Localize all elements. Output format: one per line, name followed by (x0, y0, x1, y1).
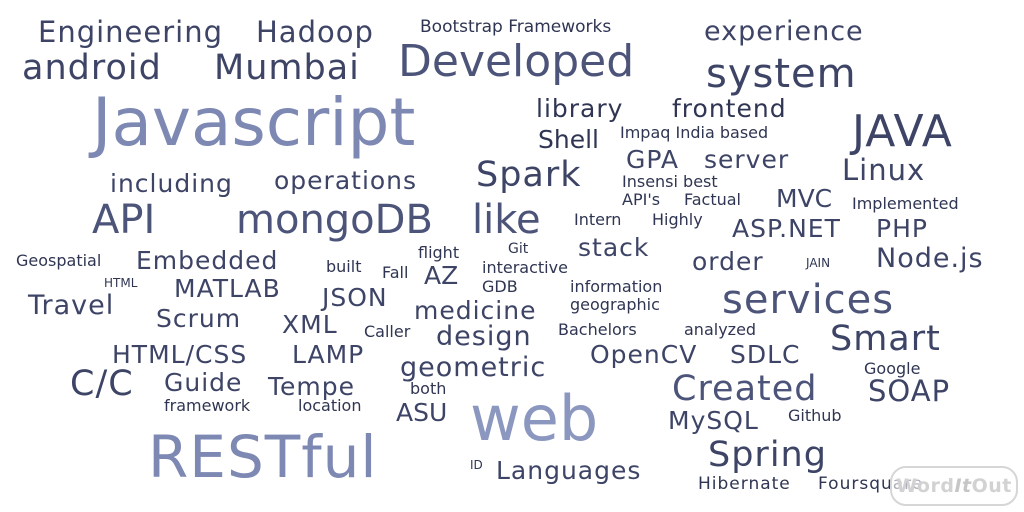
word-lamp: LAMP (292, 340, 365, 369)
word-languages: Languages (496, 456, 642, 485)
word-id: ID (470, 458, 483, 472)
word-experience: experience (704, 16, 864, 47)
word-interactive: interactive (482, 258, 568, 277)
word-flight: flight (418, 243, 460, 262)
word-both: both (410, 379, 447, 398)
word-java: JAVA (852, 106, 953, 157)
word-hadoop: Hadoop (256, 15, 374, 49)
word-xml: XML (282, 310, 338, 339)
word-html-css: HTML/CSS (112, 340, 248, 369)
badge-text-word: Word (896, 475, 955, 497)
word-design: design (436, 321, 532, 352)
word-gpa: GPA (626, 145, 679, 174)
word-google: Google (864, 359, 921, 378)
word-created: Created (672, 369, 818, 409)
word-api: API (92, 197, 156, 243)
word-bootstrap-frameworks: Bootstrap Frameworks (420, 17, 612, 37)
word-like: like (472, 197, 541, 243)
word-soap: SOAP (868, 374, 951, 408)
word-smart: Smart (830, 319, 941, 359)
badge-text-it: It (954, 475, 972, 497)
word-operations: operations (274, 166, 418, 195)
word-fall: Fall (382, 263, 409, 282)
word-nodejs: Node.js (876, 243, 984, 274)
word-apis: API's (622, 190, 661, 209)
word-az: AZ (424, 261, 459, 290)
word-intern: Intern (574, 210, 622, 229)
word-bachelors: Bachelors (558, 320, 637, 339)
word-linux: Linux (842, 153, 926, 187)
word-matlab: MATLAB (174, 274, 281, 303)
word-mongodb: mongoDB (236, 197, 433, 243)
word-git: Git (508, 241, 529, 257)
word-geographic: geographic (570, 295, 660, 314)
word-engineering: Engineering (38, 15, 223, 49)
word-restful: RESTful (148, 423, 378, 491)
word-embedded: Embedded (136, 246, 279, 275)
word-web: web (470, 382, 599, 455)
word-services: services (722, 277, 895, 323)
word-location: location (298, 396, 362, 415)
word-opencv: OpenCV (590, 340, 698, 369)
word-factual: Factual (684, 190, 741, 209)
word-stack: stack (578, 233, 650, 262)
word-implemented: Implemented (852, 194, 959, 213)
word-highly: Highly (652, 210, 703, 229)
wordcloud-watermark-badge: Word It Out (890, 466, 1018, 506)
word-php: PHP (876, 214, 928, 243)
word-spring: Spring (708, 435, 827, 475)
word-hibernate: Hibernate (698, 474, 791, 494)
word-system: system (706, 51, 857, 97)
word-javascript: Javascript (92, 84, 416, 161)
word-including: including (110, 169, 233, 198)
word-github: Github (788, 406, 842, 425)
word-server: server (704, 145, 790, 174)
word-impaq-india-based: Impaq India based (620, 123, 769, 142)
word-asu: ASU (396, 398, 448, 427)
word-information: information (570, 277, 663, 296)
word-html: HTML (104, 276, 138, 290)
word-library: library (536, 94, 624, 123)
word-scrum: Scrum (156, 304, 242, 333)
word-sdlc: SDLC (730, 340, 801, 369)
word-jain: JAIN (806, 256, 831, 270)
word-shell: Shell (538, 125, 599, 154)
word-built: built (326, 257, 362, 276)
word-insensi-best: Insensi best (622, 172, 718, 191)
word-guide: Guide (164, 368, 243, 397)
word-android: android (22, 48, 162, 88)
word-mumbai: Mumbai (214, 48, 360, 88)
word-asp-net: ASP.NET (732, 214, 841, 243)
word-c-c: C/C (70, 364, 134, 404)
word-json: JSON (322, 283, 388, 312)
word-mvc: MVC (776, 184, 833, 213)
word-caller: Caller (364, 322, 411, 341)
word-mysql: MySQL (668, 406, 759, 435)
word-order: order (692, 247, 764, 276)
badge-text-out: Out (971, 475, 1012, 497)
word-framework: framework (164, 396, 251, 415)
word-developed: Developed (398, 36, 635, 87)
word-frontend: frontend (672, 94, 787, 123)
word-gdb: GDB (482, 277, 518, 296)
word-geospatial: Geospatial (16, 251, 102, 270)
word-tempe: Tempe (268, 372, 356, 401)
word-geometric: geometric (400, 352, 547, 383)
word-travel: Travel (28, 290, 115, 321)
word-analyzed: analyzed (684, 320, 757, 339)
word-spark: Spark (476, 155, 582, 195)
word-medicine: medicine (414, 296, 537, 325)
